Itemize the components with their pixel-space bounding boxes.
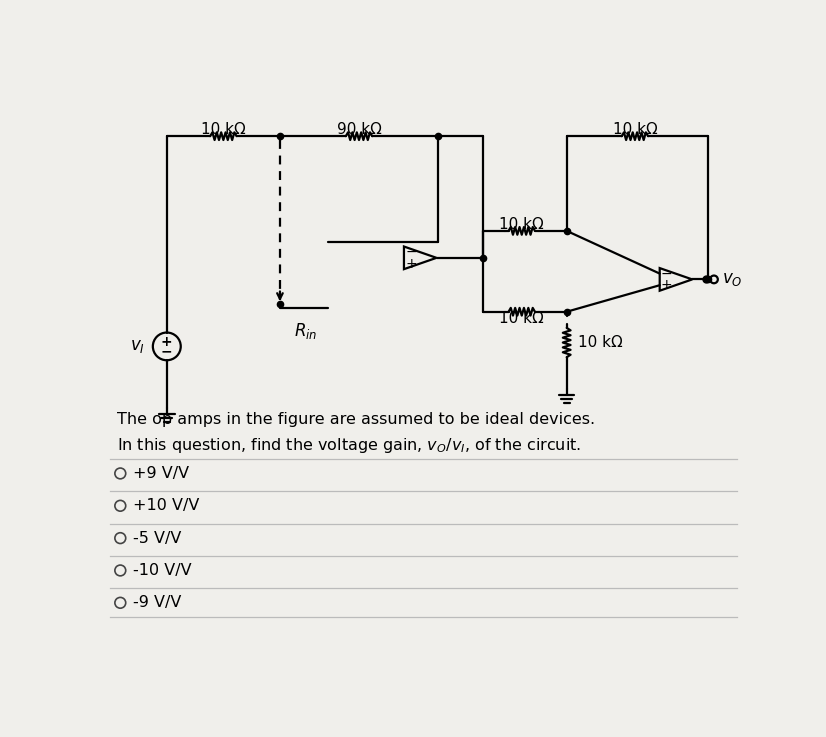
Text: +: +: [405, 256, 417, 270]
Text: +10 V/V: +10 V/V: [133, 498, 199, 513]
Text: $R_{in}$: $R_{in}$: [294, 321, 317, 341]
Text: +: +: [161, 335, 173, 349]
Text: 10 kΩ: 10 kΩ: [500, 217, 544, 232]
Text: −: −: [161, 344, 173, 358]
Text: $v_I$: $v_I$: [131, 338, 145, 355]
Text: +9 V/V: +9 V/V: [133, 466, 189, 481]
Text: 10 kΩ: 10 kΩ: [500, 310, 544, 326]
Text: 90 kΩ: 90 kΩ: [336, 122, 382, 137]
Text: +: +: [661, 279, 672, 293]
Text: In this question, find the voltage gain, $v_O$/$v_I$, of the circuit.: In this question, find the voltage gain,…: [117, 436, 582, 455]
Text: -5 V/V: -5 V/V: [133, 531, 181, 545]
Text: The op amps in the figure are assumed to be ideal devices.: The op amps in the figure are assumed to…: [117, 412, 596, 427]
Text: −: −: [661, 267, 672, 281]
Text: -10 V/V: -10 V/V: [133, 563, 192, 578]
Text: $v_O$: $v_O$: [722, 270, 743, 288]
Text: 10 kΩ: 10 kΩ: [578, 335, 623, 350]
Text: 10 kΩ: 10 kΩ: [201, 122, 246, 137]
Text: 10 kΩ: 10 kΩ: [613, 122, 657, 137]
Text: -9 V/V: -9 V/V: [133, 595, 181, 610]
Text: −: −: [405, 245, 417, 259]
